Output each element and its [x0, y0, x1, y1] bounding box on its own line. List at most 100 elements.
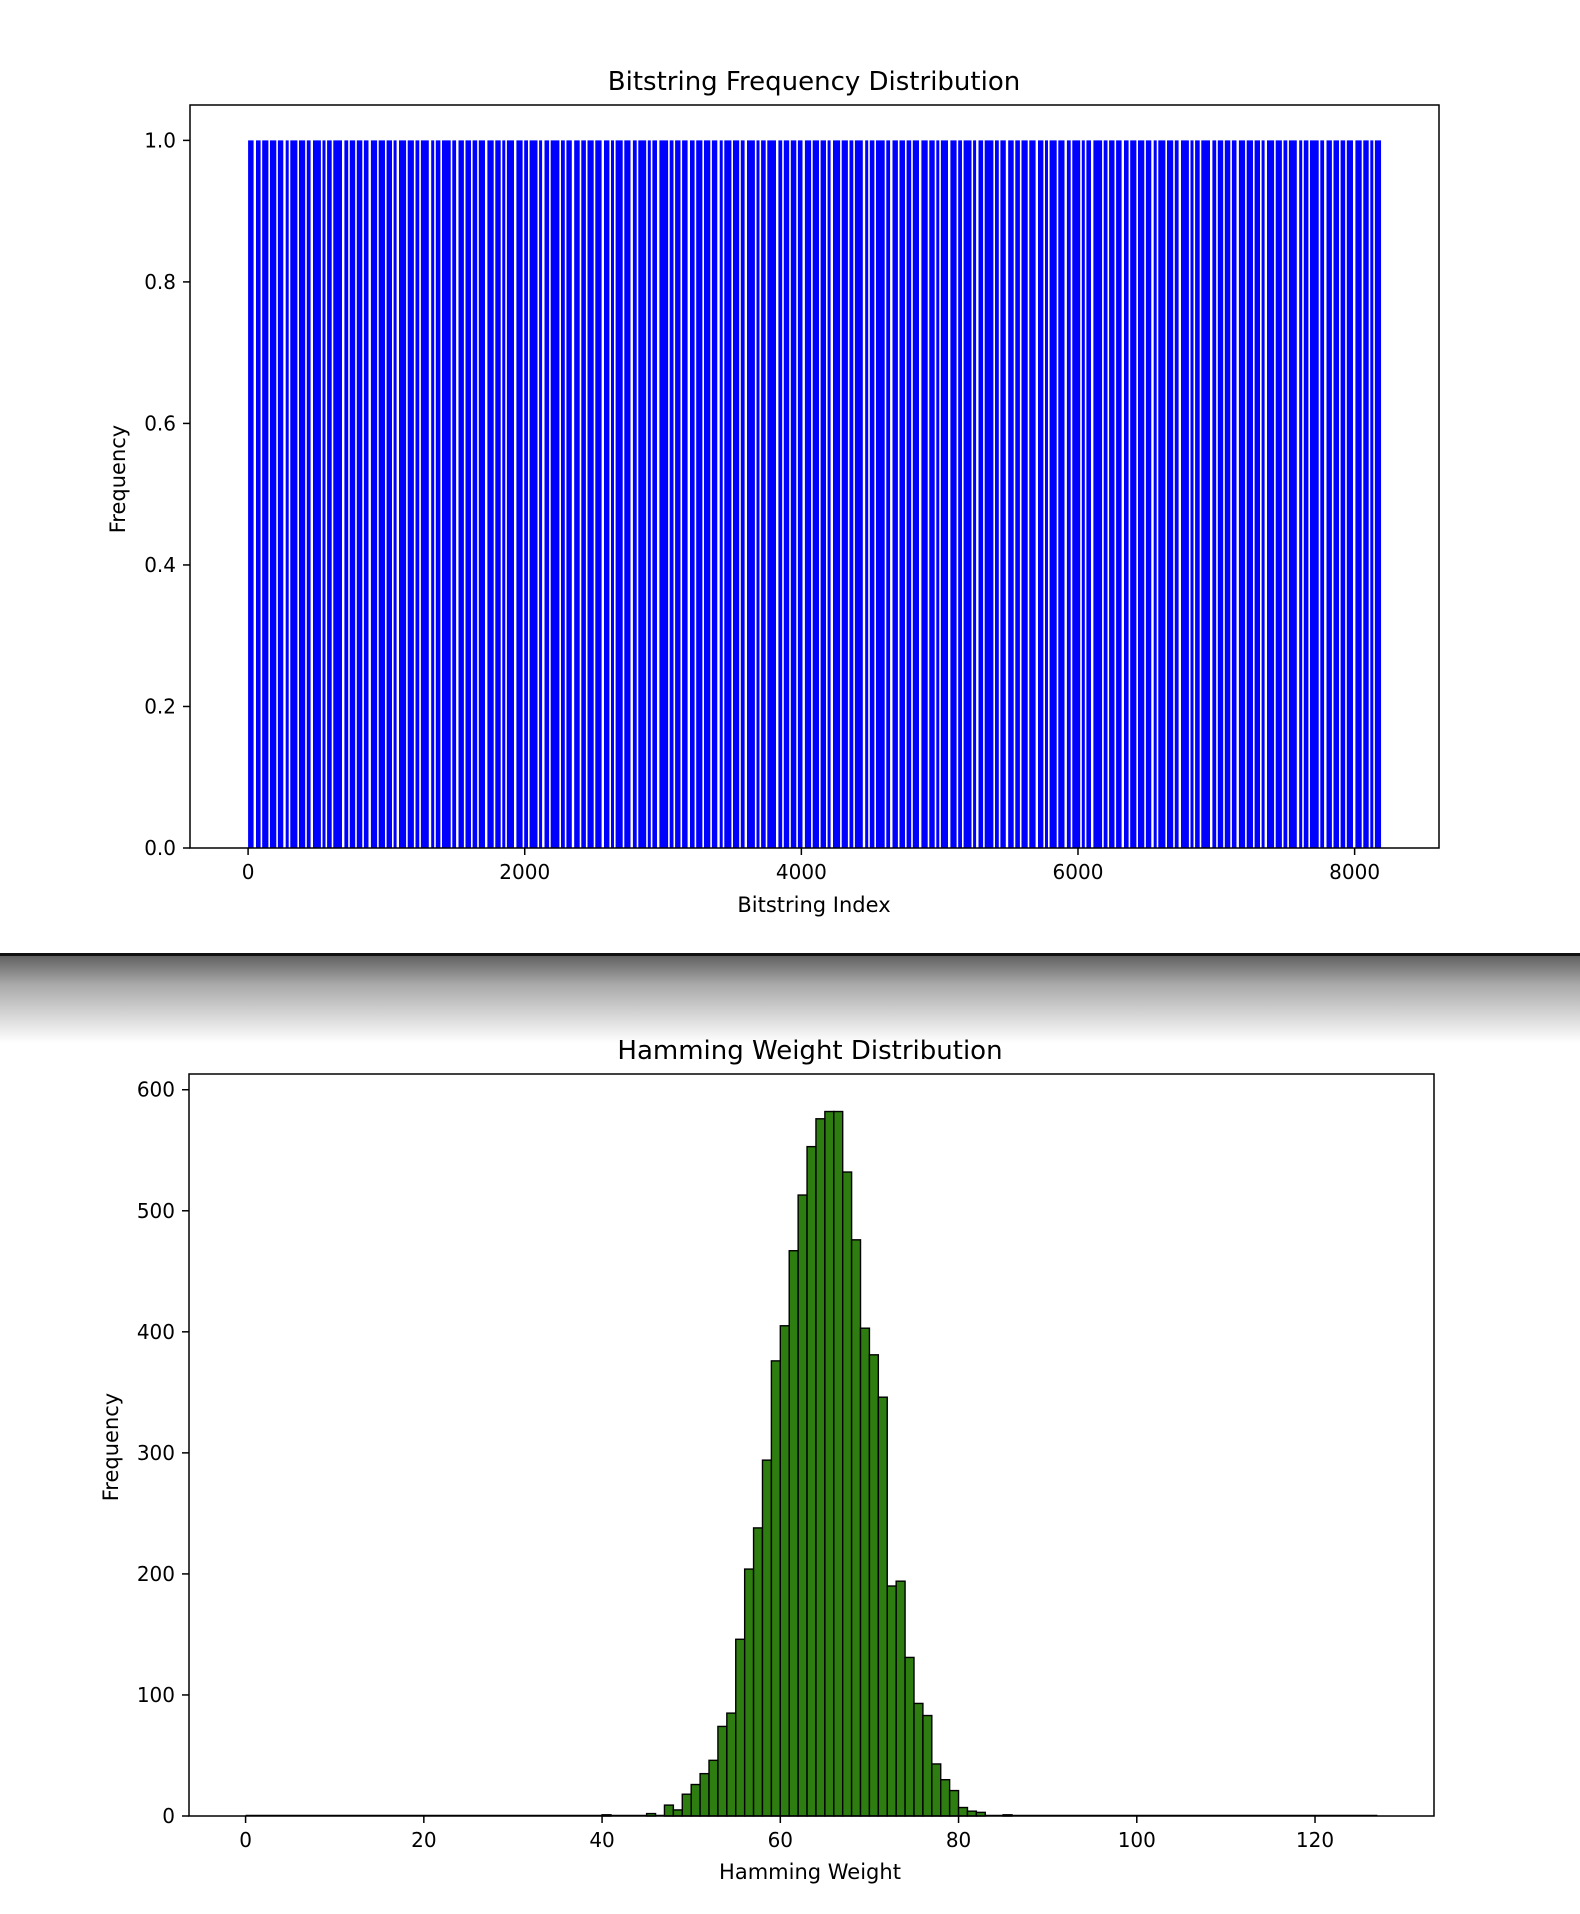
bar	[610, 140, 614, 848]
bar	[675, 140, 681, 848]
bar	[465, 140, 471, 848]
bar	[1058, 140, 1065, 848]
bar	[1333, 140, 1339, 848]
bar	[1299, 140, 1303, 848]
bar	[285, 140, 289, 848]
bar	[1037, 140, 1044, 848]
histogram-bar	[717, 1725, 728, 1817]
bar	[740, 140, 745, 848]
bar	[1231, 140, 1237, 848]
bar	[415, 140, 420, 848]
bar	[827, 140, 831, 848]
bar	[1123, 140, 1129, 848]
bar	[659, 140, 669, 848]
bar	[550, 140, 560, 848]
bar	[886, 140, 891, 848]
bar	[506, 140, 514, 848]
bar	[761, 140, 766, 848]
bar	[732, 140, 740, 848]
bar	[906, 140, 912, 848]
y-tick-label: 0.4	[144, 553, 176, 577]
bar	[632, 140, 637, 848]
bar	[1275, 140, 1282, 848]
bar	[1374, 140, 1382, 848]
bar	[1370, 140, 1374, 848]
bar	[746, 140, 755, 848]
bar	[984, 140, 994, 848]
bar	[529, 140, 538, 848]
bar	[290, 140, 298, 848]
histogram-bar	[922, 1714, 933, 1817]
y-axis-label: Frequency	[99, 1393, 123, 1502]
bar	[441, 140, 451, 848]
y-tick-label: 0.6	[144, 411, 176, 435]
bar	[1145, 140, 1152, 848]
bar	[767, 140, 776, 848]
histogram-bar	[859, 1327, 871, 1817]
bar	[566, 140, 572, 848]
bar	[892, 140, 898, 848]
y-axis-label: Frequency	[106, 425, 130, 534]
bar	[832, 140, 841, 848]
histogram-bar	[833, 1110, 844, 1817]
x-tick-label: 80	[946, 1828, 971, 1852]
histogram-bar	[681, 1793, 692, 1817]
bar	[1093, 140, 1103, 848]
bar	[950, 140, 957, 848]
chart-title: Bitstring Frequency Distribution	[608, 67, 1020, 97]
bitstring-frequency-chart: Bitstring Frequency Distribution 0 2000 40…	[106, 67, 1440, 917]
x-axis-label: Bitstring Index	[737, 893, 890, 917]
y-tick-label: 200	[137, 1562, 175, 1586]
bar	[407, 140, 414, 848]
histogram-bar	[735, 1638, 746, 1817]
bar	[1195, 140, 1200, 848]
bar	[1355, 140, 1362, 848]
bar	[638, 140, 647, 848]
bar	[647, 140, 651, 848]
bar	[248, 140, 254, 848]
bar	[370, 140, 378, 848]
histogram-bar	[690, 1783, 701, 1817]
bar	[478, 140, 485, 848]
bar	[587, 140, 594, 848]
bar	[1326, 140, 1332, 848]
bar	[790, 140, 797, 848]
bar	[1029, 140, 1036, 848]
bar	[298, 140, 306, 848]
bar	[1021, 140, 1028, 848]
bar	[560, 140, 565, 848]
histogram-bar	[699, 1772, 710, 1817]
bar	[797, 140, 803, 848]
bar	[1212, 140, 1217, 848]
bar	[1015, 140, 1020, 848]
bar	[393, 140, 397, 848]
bar	[1049, 140, 1057, 848]
bar	[1201, 140, 1210, 848]
bar	[386, 140, 392, 848]
bar	[682, 140, 688, 848]
bar	[899, 140, 905, 848]
x-tick-label: 100	[1118, 1828, 1156, 1852]
bar	[719, 140, 723, 848]
bar	[1180, 140, 1189, 848]
bar	[539, 140, 543, 848]
y-tick-label: 0	[162, 1804, 175, 1828]
y-axis-ticks: 0.0 0.2 0.4 0.6 0.8 1.0	[144, 128, 190, 860]
x-tick-label: 2000	[499, 860, 550, 884]
bar	[431, 140, 435, 848]
bar	[312, 140, 321, 848]
bar	[452, 140, 457, 848]
histogram-bar	[931, 1763, 942, 1817]
histogram-bar	[948, 1789, 960, 1817]
bar	[269, 140, 277, 848]
bar	[978, 140, 984, 848]
y-tick-label: 300	[137, 1441, 175, 1465]
bar	[1283, 140, 1288, 848]
bar	[724, 140, 732, 848]
histogram-bar	[886, 1585, 897, 1817]
bar	[322, 140, 326, 848]
bar	[1224, 140, 1231, 848]
y-tick-label: 1.0	[144, 128, 176, 152]
bar	[652, 140, 657, 848]
bar	[1066, 140, 1071, 848]
